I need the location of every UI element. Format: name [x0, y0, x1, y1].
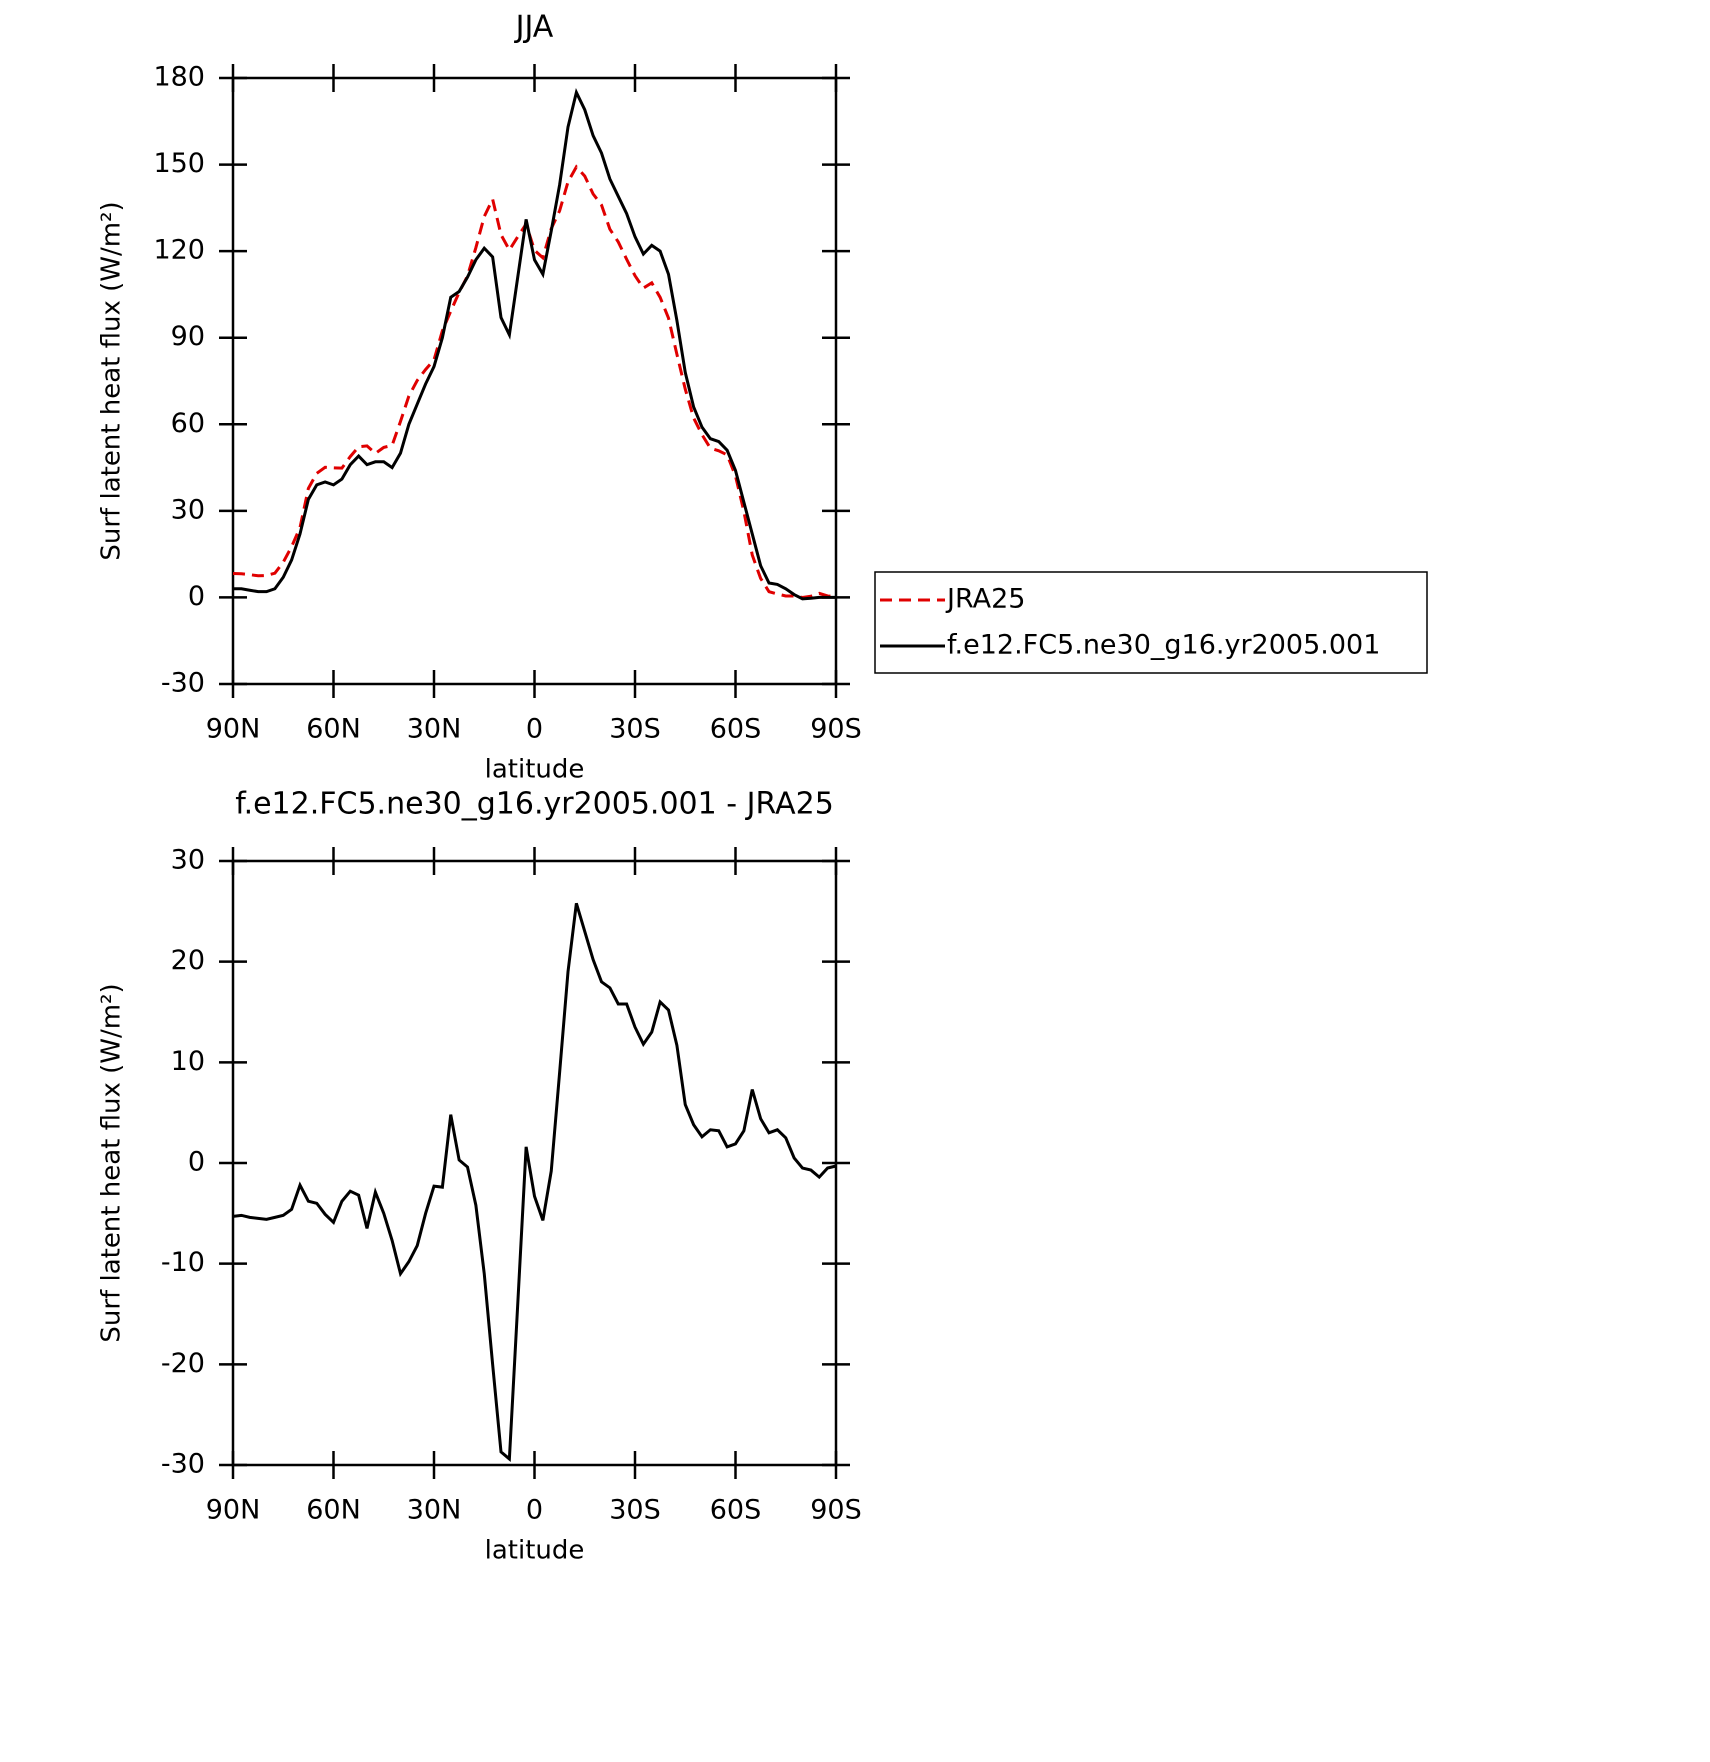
y-tick-label: 150 — [153, 148, 205, 179]
y-tick-label: -30 — [161, 668, 205, 699]
chart-title: JJA — [514, 10, 554, 45]
data-line — [233, 88, 836, 601]
plot-frame — [231, 76, 838, 686]
legend-label: JRA25 — [945, 584, 1025, 615]
x-tick-label: 60S — [710, 714, 762, 745]
legend-box — [874, 571, 1428, 674]
y-tick-label: 180 — [153, 62, 205, 93]
y-tick-label: 120 — [153, 235, 205, 266]
y-tick-label: 90 — [171, 321, 205, 352]
data-line — [232, 902, 837, 1463]
x-tick-label: 60S — [710, 1495, 762, 1526]
x-tick-label: 60N — [306, 714, 361, 745]
x-tick-label: 0 — [526, 714, 543, 745]
data-line — [232, 164, 837, 599]
x-tick-label: 30N — [407, 714, 462, 745]
plot-frame — [231, 859, 838, 1467]
x-axis-label: latitude — [485, 755, 585, 785]
x-tick-label: 60N — [306, 1495, 361, 1526]
y-tick-label: 0 — [188, 581, 205, 612]
x-tick-label: 30S — [609, 1495, 661, 1526]
chart: f.e12.FC5.ne30_g16.yr2005.001 - JRA25 lat… — [97, 787, 862, 1566]
x-axis-label: latitude — [485, 1536, 585, 1566]
y-tick-label: 30 — [171, 494, 205, 525]
x-tick-label: 30S — [609, 714, 661, 745]
y-tick-label: 30 — [171, 845, 205, 876]
chart-title: f.e12.FC5.ne30_g16.yr2005.001 - JRA25 — [235, 787, 834, 822]
x-tick-label: 0 — [526, 1495, 543, 1526]
y-tick-label: 20 — [171, 945, 205, 976]
x-tick-label: 30N — [407, 1495, 462, 1526]
y-tick-label: -10 — [161, 1247, 205, 1278]
x-tick-label: 90N — [206, 1495, 261, 1526]
chart: JJA latitude Surf latent heat flux (W/m²) -… — [97, 10, 1428, 785]
y-tick-label: 0 — [188, 1147, 205, 1178]
y-tick-label: 10 — [171, 1046, 205, 1077]
y-tick-label: 60 — [171, 408, 205, 439]
y-tick-label: -20 — [161, 1348, 205, 1379]
y-axis-label: Surf latent heat flux (W/m²) — [97, 983, 127, 1342]
x-tick-label: 90N — [206, 714, 261, 745]
x-tick-label: 90S — [810, 1495, 862, 1526]
legend-label: f.e12.FC5.ne30_g16.yr2005.001 — [947, 630, 1380, 661]
x-tick-label: 90S — [810, 714, 862, 745]
y-tick-label: -30 — [161, 1449, 205, 1480]
y-axis-label: Surf latent heat flux (W/m²) — [97, 201, 127, 560]
